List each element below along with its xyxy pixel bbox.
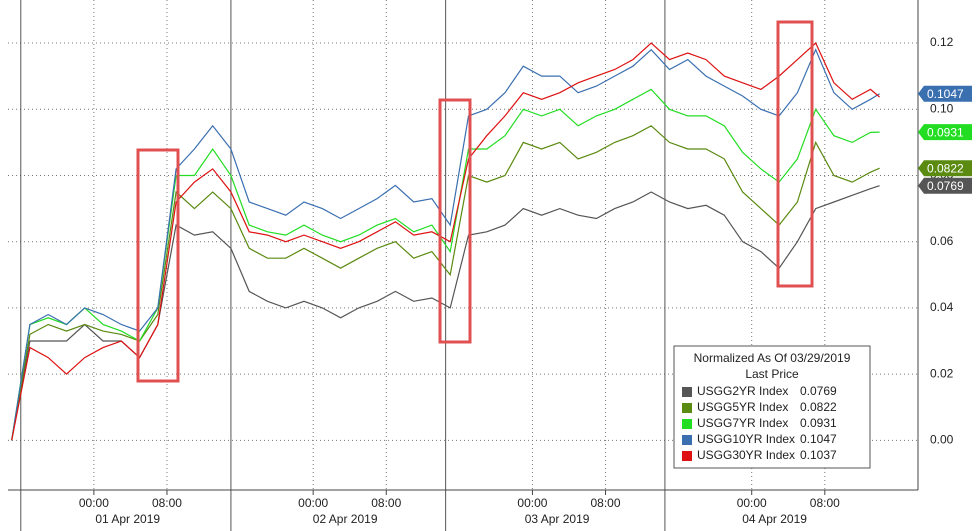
y-tick-label: 0.06 (930, 234, 954, 248)
last-price-tag: 0.0931 (918, 124, 972, 141)
tag-shape (918, 85, 972, 102)
legend-value: 0.1037 (800, 448, 837, 462)
y-tick-label: 0.02 (930, 366, 954, 380)
last-price-tag: 0.0822 (918, 160, 972, 177)
y-tick-label: 0.04 (930, 300, 954, 314)
tag-label: 0.0822 (927, 161, 964, 175)
legend-subtitle: Last Price (745, 367, 799, 381)
x-tick-label: 00:00 (517, 496, 547, 510)
series-line (11, 125, 880, 441)
legend-name: USGG7YR Index (697, 416, 788, 430)
legend-name: USGG10YR Index (697, 432, 795, 446)
tag-shape (918, 124, 972, 141)
x-date-label: 04 Apr 2019 (742, 512, 807, 526)
tag-shape (918, 160, 972, 177)
x-tick-label: 00:00 (79, 496, 109, 510)
legend-title: Normalized As Of 03/29/2019 (694, 351, 851, 365)
tag-label: 0.1047 (927, 87, 964, 101)
legend-swatch (682, 435, 692, 445)
legend-name: USGG5YR Index (697, 400, 788, 414)
legend-value: 0.0931 (800, 416, 837, 430)
x-tick-label: 08:00 (371, 496, 401, 510)
legend-name: USGG2YR Index (697, 384, 788, 398)
x-tick-label: 08:00 (810, 496, 840, 510)
y-tick-label: 0.00 (930, 433, 954, 447)
highlight-box (136, 148, 180, 383)
legend-value: 0.0822 (800, 400, 837, 414)
highlight-box (776, 20, 814, 288)
legend-swatch (682, 451, 692, 461)
x-date-label: 03 Apr 2019 (525, 512, 590, 526)
legend-name: USGG30YR Index (697, 448, 795, 462)
x-tick-label: 00:00 (737, 496, 767, 510)
last-price-tag: 0.1047 (918, 85, 972, 102)
tag-shape (918, 177, 972, 194)
tag-label: 0.0931 (927, 125, 964, 139)
x-tick-label: 08:00 (591, 496, 621, 510)
legend: Normalized As Of 03/29/2019 Last Price U… (673, 345, 871, 469)
tag-label: 0.0769 (927, 179, 964, 193)
x-date-label: 01 Apr 2019 (95, 512, 160, 526)
legend-box (673, 345, 871, 469)
last-price-tag: 0.0769 (918, 177, 972, 194)
legend-value: 0.1047 (800, 432, 837, 446)
x-tick-label: 00:00 (298, 496, 328, 510)
legend-value: 0.0769 (800, 384, 837, 398)
highlight-box (438, 98, 472, 344)
x-date-label: 02 Apr 2019 (313, 512, 378, 526)
x-tick-label: 08:00 (152, 496, 182, 510)
legend-swatch (682, 387, 692, 397)
series-line (11, 42, 880, 441)
legend-swatch (682, 403, 692, 413)
legend-swatch (682, 419, 692, 429)
y-tick-label: 0.12 (930, 35, 954, 49)
y-tick-label: 0.10 (930, 101, 954, 115)
series-line (11, 48, 880, 441)
